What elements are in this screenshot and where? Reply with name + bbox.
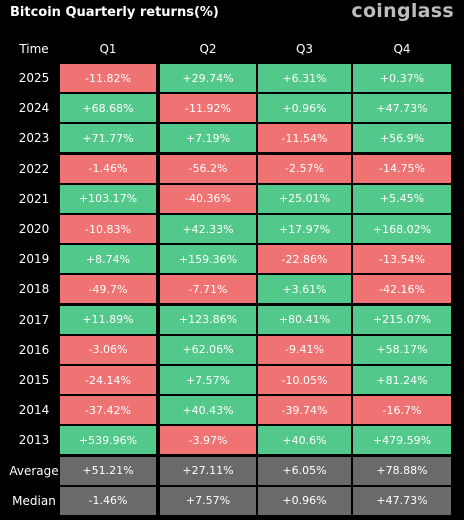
cell-2020-q3: +17.97% xyxy=(258,215,351,243)
cell-2017-q4: +215.07% xyxy=(353,305,451,334)
cell-2024-q2: -11.92% xyxy=(160,94,256,123)
cell-2016-q4: +58.17% xyxy=(353,335,451,364)
cell-median-q2: +7.57% xyxy=(160,486,256,515)
cell-2019-q1: +8.74% xyxy=(60,245,156,274)
row-label-2023: 2023 xyxy=(18,131,50,146)
row-label-2025: 2025 xyxy=(18,71,50,85)
cell-median-q1: -1.46% xyxy=(60,486,156,515)
row-label-2013: 2013 xyxy=(18,433,50,448)
row-label-2014: 2014 xyxy=(18,403,50,418)
row-label-2021: 2021 xyxy=(18,191,50,206)
cell-2014-q4: -16.7% xyxy=(353,396,451,425)
cell-2017-q1: +11.89% xyxy=(60,305,156,334)
cell-2022-q3: -2.57% xyxy=(258,154,351,183)
cell-2016-q3: -9.41% xyxy=(258,335,351,364)
row-label-average: Average xyxy=(9,463,59,478)
cell-median-q4: +47.73% xyxy=(353,486,451,515)
cell-2013-q3: +40.6% xyxy=(258,426,351,455)
row-label-2016: 2016 xyxy=(18,342,50,357)
cell-2024-q3: +0.96% xyxy=(258,94,351,123)
row-label-2015: 2015 xyxy=(18,373,50,387)
row-label-2024: 2024 xyxy=(18,101,50,116)
chart-title: Bitcoin Quarterly returns(%) xyxy=(10,5,219,20)
cell-2016-q2: +62.06% xyxy=(160,335,256,364)
column-header-q4: Q4 xyxy=(393,42,411,56)
cell-2017-q3: +80.41% xyxy=(258,305,351,334)
cell-2019-q2: +159.36% xyxy=(160,245,256,274)
cell-2014-q2: +40.43% xyxy=(160,396,256,425)
cell-2021-q1: +103.17% xyxy=(60,184,156,213)
cell-2013-q2: -3.97% xyxy=(160,426,256,455)
cell-2015-q3: -10.05% xyxy=(258,366,351,394)
cell-average-q2: +27.11% xyxy=(160,456,256,485)
row-label-2019: 2019 xyxy=(18,252,50,267)
cell-2013-q4: +479.59% xyxy=(353,426,451,455)
cell-median-q3: +0.96% xyxy=(258,486,351,515)
cell-2018-q3: +3.61% xyxy=(258,275,351,304)
cell-2017-q2: +123.86% xyxy=(160,305,256,334)
row-label-median: Median xyxy=(12,493,56,508)
cell-average-q3: +6.05% xyxy=(258,456,351,485)
cell-2022-q4: -14.75% xyxy=(353,154,451,183)
cell-2015-q2: +7.57% xyxy=(160,366,256,394)
cell-average-q4: +78.88% xyxy=(353,456,451,485)
row-label-2022: 2022 xyxy=(18,161,50,176)
cell-2024-q4: +47.73% xyxy=(353,94,451,123)
cell-2023-q2: +7.19% xyxy=(160,124,256,153)
cell-2014-q3: -39.74% xyxy=(258,396,351,425)
cell-2021-q3: +25.01% xyxy=(258,184,351,213)
chart-header: Bitcoin Quarterly returns(%) coinglass xyxy=(0,0,464,30)
cell-2021-q4: +5.45% xyxy=(353,184,451,213)
cell-2025-q1: -11.82% xyxy=(60,64,156,92)
cell-2024-q1: +68.68% xyxy=(60,94,156,123)
column-header-q3: Q3 xyxy=(295,42,314,56)
cell-2025-q2: +29.74% xyxy=(160,64,256,92)
brand-logo: coinglass xyxy=(351,0,454,22)
cell-2016-q1: -3.06% xyxy=(60,335,156,364)
column-header-time: Time xyxy=(19,42,49,56)
column-header-q2: Q2 xyxy=(199,42,217,56)
cell-2019-q4: -13.54% xyxy=(353,245,451,274)
cell-2023-q1: +71.77% xyxy=(60,124,156,153)
row-label-2020: 2020 xyxy=(18,222,50,236)
cell-2015-q1: -24.14% xyxy=(60,366,156,394)
cell-2025-q4: +0.37% xyxy=(353,64,451,92)
cell-2019-q3: -22.86% xyxy=(258,245,351,274)
cell-2018-q2: -7.71% xyxy=(160,275,256,304)
cell-2013-q1: +539.96% xyxy=(60,426,156,455)
cell-2023-q4: +56.9% xyxy=(353,124,451,153)
row-label-2018: 2018 xyxy=(18,282,50,297)
cell-2020-q2: +42.33% xyxy=(160,215,256,243)
cell-average-q1: +51.21% xyxy=(60,456,156,485)
column-header-q1: Q1 xyxy=(99,42,117,56)
cell-2022-q1: -1.46% xyxy=(60,154,156,183)
cell-2022-q2: -56.2% xyxy=(160,154,256,183)
cell-2020-q1: -10.83% xyxy=(60,215,156,243)
cell-2015-q4: +81.24% xyxy=(353,366,451,394)
row-label-2017: 2017 xyxy=(18,312,50,327)
cell-2025-q3: +6.31% xyxy=(258,64,351,92)
cell-2018-q4: -42.16% xyxy=(353,275,451,304)
cell-2021-q2: -40.36% xyxy=(160,184,256,213)
cell-2023-q3: -11.54% xyxy=(258,124,351,153)
cell-2014-q1: -37.42% xyxy=(60,396,156,425)
cell-2018-q1: -49.7% xyxy=(60,275,156,304)
cell-2020-q4: +168.02% xyxy=(353,215,451,243)
